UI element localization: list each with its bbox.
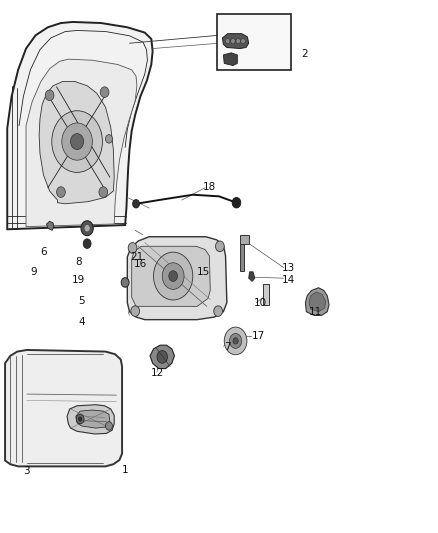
- Polygon shape: [223, 53, 237, 66]
- Polygon shape: [132, 246, 210, 306]
- Circle shape: [128, 243, 137, 253]
- Polygon shape: [263, 284, 269, 305]
- Circle shape: [133, 199, 140, 208]
- Circle shape: [215, 241, 224, 252]
- Circle shape: [84, 224, 90, 232]
- Text: 3: 3: [24, 466, 30, 476]
- Circle shape: [224, 327, 247, 355]
- Circle shape: [71, 134, 84, 150]
- Circle shape: [106, 422, 113, 430]
- Polygon shape: [249, 272, 255, 281]
- Circle shape: [106, 135, 113, 143]
- Text: 5: 5: [78, 296, 85, 306]
- Polygon shape: [240, 235, 249, 244]
- Polygon shape: [67, 405, 114, 434]
- Text: 21: 21: [130, 252, 144, 262]
- Polygon shape: [309, 292, 325, 312]
- Circle shape: [62, 123, 92, 160]
- Text: 10: 10: [254, 297, 267, 308]
- Circle shape: [233, 338, 238, 344]
- Circle shape: [231, 38, 235, 44]
- Circle shape: [241, 38, 245, 44]
- Circle shape: [236, 38, 240, 44]
- Circle shape: [100, 87, 109, 98]
- Circle shape: [45, 90, 54, 101]
- Polygon shape: [26, 59, 137, 227]
- Text: 14: 14: [282, 275, 296, 285]
- Text: 6: 6: [40, 247, 47, 256]
- Text: 18: 18: [203, 182, 216, 192]
- Circle shape: [230, 334, 242, 349]
- Circle shape: [169, 271, 177, 281]
- Polygon shape: [305, 288, 329, 316]
- Polygon shape: [76, 410, 110, 428]
- Circle shape: [81, 221, 93, 236]
- Circle shape: [232, 197, 241, 208]
- Text: 16: 16: [134, 259, 147, 269]
- Text: 2: 2: [301, 49, 307, 59]
- Circle shape: [76, 414, 84, 424]
- Circle shape: [162, 263, 184, 289]
- Bar: [217, 14, 291, 70]
- Text: 1: 1: [122, 465, 128, 474]
- Circle shape: [131, 306, 140, 317]
- Text: 17: 17: [252, 330, 265, 341]
- Circle shape: [214, 306, 223, 317]
- Circle shape: [57, 187, 65, 197]
- Circle shape: [153, 252, 193, 300]
- Polygon shape: [150, 345, 174, 368]
- Circle shape: [121, 278, 129, 287]
- Text: 12: 12: [151, 368, 165, 378]
- Text: 7: 7: [224, 342, 231, 352]
- Polygon shape: [7, 22, 152, 229]
- Text: 15: 15: [197, 267, 210, 277]
- Circle shape: [52, 111, 102, 172]
- Polygon shape: [223, 34, 249, 49]
- Circle shape: [157, 351, 167, 364]
- Text: 4: 4: [78, 317, 85, 327]
- Polygon shape: [240, 244, 244, 271]
- Circle shape: [99, 187, 108, 197]
- Polygon shape: [39, 82, 114, 204]
- Text: 19: 19: [72, 275, 85, 285]
- Text: 9: 9: [30, 267, 37, 277]
- Polygon shape: [127, 237, 227, 320]
- Circle shape: [83, 239, 91, 248]
- Polygon shape: [46, 221, 54, 230]
- Text: 8: 8: [75, 257, 82, 267]
- Polygon shape: [5, 350, 122, 466]
- Text: 11: 11: [308, 306, 321, 317]
- Circle shape: [78, 417, 82, 421]
- Text: 13: 13: [281, 263, 295, 272]
- Circle shape: [226, 38, 230, 44]
